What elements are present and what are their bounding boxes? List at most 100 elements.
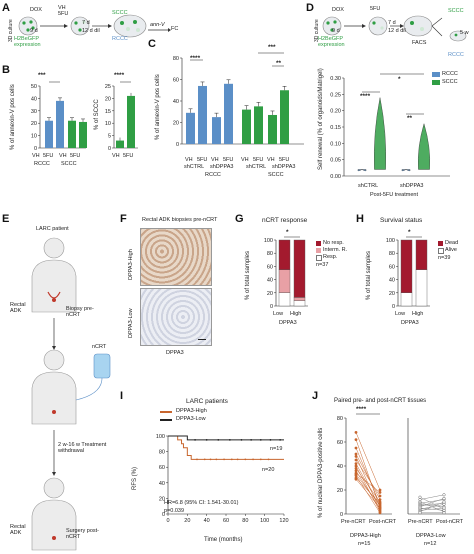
panel-c-ylabel: % of annexin-V pos cells xyxy=(155,74,161,140)
organoid-icon-2 xyxy=(368,16,388,36)
paired-line xyxy=(355,477,381,504)
stacked-bar-segment xyxy=(278,239,291,270)
panel-label-b: B xyxy=(2,64,10,76)
panel-a-culture-label: H2BeGFP expression xyxy=(14,36,41,48)
b1-ytick-label: 0 xyxy=(34,146,37,152)
h-ytick-label: 0 xyxy=(392,304,395,310)
j-sig: **** xyxy=(356,406,367,413)
stacked-bar-segment xyxy=(400,239,413,293)
c-ytick-label: 40 xyxy=(173,99,179,105)
c-sub-2: shCTRL xyxy=(246,164,267,170)
panel-j-chart: 0 20 40 60 80 xyxy=(337,413,460,518)
c-group-1: SCCC xyxy=(268,172,284,178)
j-ytick-label: 0 xyxy=(340,512,343,518)
g-title: nCRT response xyxy=(262,217,308,224)
panel-b-chart-2: 0 5 10 15 20 25 xyxy=(105,81,138,152)
h-title: Survival status xyxy=(380,217,423,224)
post-dot xyxy=(378,488,382,492)
panel-d-schematic xyxy=(322,15,467,42)
b2-x-0: VH xyxy=(112,153,120,159)
paired-line xyxy=(355,475,381,513)
h-ytick-label: 40 xyxy=(389,278,395,284)
pre-dot xyxy=(354,455,358,458)
panel-label-a: A xyxy=(2,2,10,14)
i-xtick-label: 80 xyxy=(242,518,248,524)
f-stain: DPPA3 xyxy=(166,350,184,356)
i-xtick-label: 40 xyxy=(204,518,210,524)
pre-dot xyxy=(354,469,358,473)
g-x-1: High xyxy=(290,311,302,317)
b2-x-1: 5FU xyxy=(123,153,134,159)
censor-mark xyxy=(194,439,196,441)
d-x-0: shCTRL xyxy=(358,183,379,189)
c-sub-1: shDPPA3 xyxy=(210,164,234,170)
post-dot xyxy=(378,494,382,498)
panel-a-scc: SCCC xyxy=(112,10,128,16)
g-ytick-label: 80 xyxy=(267,251,273,257)
d-ytick-label: 0.25 xyxy=(330,92,341,98)
pre-dot xyxy=(354,477,358,481)
panel-a-stain: ann-V xyxy=(150,22,165,28)
organoid-icon xyxy=(322,16,342,36)
g-ytick-label: 60 xyxy=(267,264,273,270)
organoid-cluster-icon xyxy=(403,15,433,37)
h-legend-1: Alive xyxy=(445,247,457,253)
b2-ytick-label: 0 xyxy=(108,146,111,152)
c-x-label: 5FU xyxy=(223,157,234,163)
post-dot xyxy=(378,511,382,515)
stacked-bar-segment xyxy=(415,239,428,270)
panel-a-readout: FC xyxy=(171,26,179,32)
i-ytick-label: 60 xyxy=(159,465,165,471)
g-legend-swatch-0 xyxy=(316,241,321,246)
panel-i-chart: 0 20 40 60 80 100 0 20 40 60 80 100 120 xyxy=(156,434,289,524)
bar xyxy=(116,140,124,148)
j-ytick-label: 80 xyxy=(337,416,343,422)
g-legend-1: Interm. R. xyxy=(323,247,348,253)
b2-ytick-label: 10 xyxy=(105,121,111,127)
g-ytick-label: 0 xyxy=(270,304,273,310)
i-p: p=0.039 xyxy=(164,508,185,514)
i-ytick-label: 80 xyxy=(159,450,165,456)
d-ytick-label: 0.30 xyxy=(330,76,341,82)
panel-label-h: H xyxy=(356,213,364,225)
post-dot xyxy=(378,504,382,507)
d-ytick-label: 0.20 xyxy=(330,109,341,115)
i-ytick-label: 20 xyxy=(159,496,165,502)
g-ytick-label: 20 xyxy=(267,291,273,297)
j-ytick-label: 40 xyxy=(337,464,343,470)
panel-label-i: I xyxy=(120,390,124,402)
post-dot xyxy=(378,491,382,494)
violin-shctrl-rccc xyxy=(357,169,367,172)
b1-ytick-label: 40 xyxy=(31,96,37,102)
dish-icon xyxy=(449,30,467,42)
ihc-image-high xyxy=(140,228,212,286)
j-n-1: n=12 xyxy=(424,541,437,547)
h-legend-swatch-1 xyxy=(438,248,444,254)
censor-mark xyxy=(279,439,282,441)
b-x-3: 5FU xyxy=(70,153,81,159)
h-legend-swatch-0 xyxy=(438,241,443,246)
censor-mark xyxy=(205,439,208,441)
c-ytick-label: 20 xyxy=(173,121,179,127)
e-step2-site: Rectal ADK xyxy=(10,524,26,536)
pre-dot xyxy=(354,452,358,456)
censor-mark xyxy=(252,458,254,461)
bar xyxy=(45,120,53,148)
c-x-label: VH xyxy=(267,157,275,163)
bar xyxy=(56,100,64,148)
e-patient: LARC patient xyxy=(36,226,69,232)
panel-label-c: C xyxy=(148,38,156,50)
h-ytick-label: 20 xyxy=(389,291,395,297)
organoid-icon-2 xyxy=(70,16,90,36)
paired-line xyxy=(419,496,445,510)
i-legend-1: DPPA3-Low xyxy=(176,416,206,422)
km-curve xyxy=(168,435,284,460)
paired-line xyxy=(355,474,381,506)
panel-a-schematic xyxy=(18,14,147,38)
panel-d-ylabel: Self renewal (% of organoids/Matrigel) xyxy=(318,68,324,170)
censor-mark xyxy=(223,458,225,461)
paired-line xyxy=(355,453,381,500)
j-n-0: n=15 xyxy=(358,541,371,547)
censor-mark xyxy=(217,439,220,441)
bar xyxy=(212,117,221,144)
